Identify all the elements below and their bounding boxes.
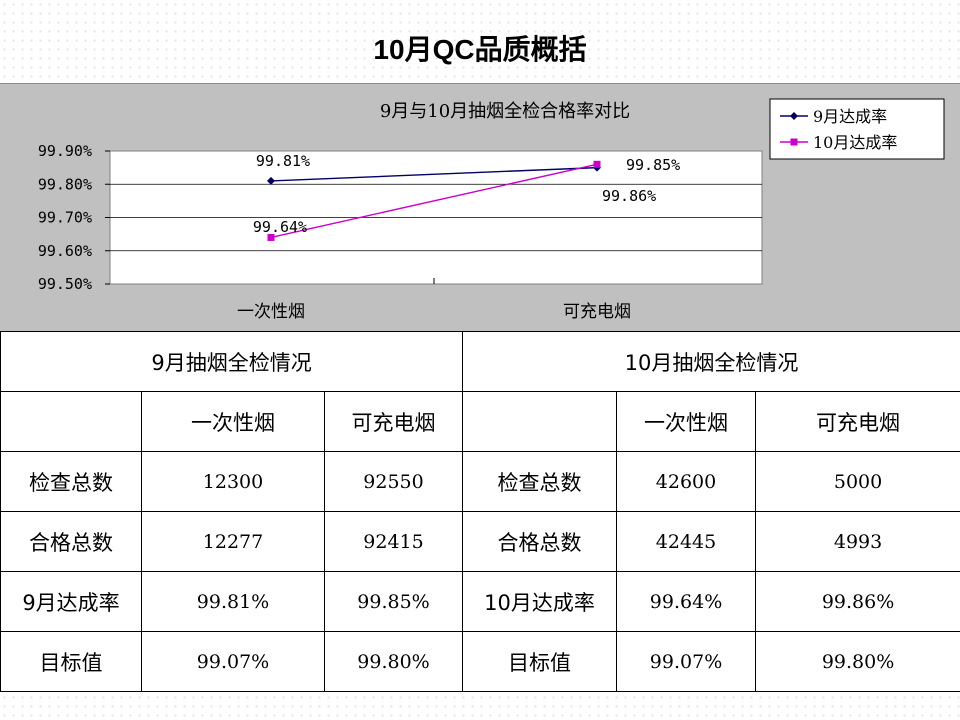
data-point bbox=[593, 160, 601, 168]
table-cell: 4993 bbox=[755, 511, 960, 572]
table-cell: 42600 bbox=[616, 451, 757, 512]
table-group-header-row: 9月抽烟全检情况 10月抽烟全检情况 bbox=[0, 331, 960, 392]
y-tick-label: 99.50% bbox=[38, 275, 92, 293]
table-cell: 12277 bbox=[141, 511, 325, 572]
qc-summary-table: 9月抽烟全检情况 10月抽烟全检情况 一次性烟 可充电烟 一次性烟 可充电烟 检… bbox=[0, 331, 960, 692]
row-label: 目标值 bbox=[462, 631, 618, 692]
y-axis-ticks: 99.90% 99.80% 99.70% 99.60% 99.50% bbox=[38, 142, 110, 293]
table-cell: 99.81% bbox=[141, 571, 325, 632]
legend-entry: 10月达成率 bbox=[813, 133, 897, 152]
y-tick-label: 99.70% bbox=[38, 209, 92, 227]
data-label: 99.64% bbox=[253, 218, 307, 236]
x-axis-categories: 一次性烟 可充电烟 bbox=[237, 278, 631, 322]
row-label: 检查总数 bbox=[462, 451, 618, 512]
y-tick-label: 99.80% bbox=[38, 175, 92, 193]
legend-marker bbox=[790, 112, 798, 120]
sep-section-header: 9月抽烟全检情况 bbox=[0, 331, 464, 392]
table-row: 合格总数 12277 92415 合格总数 42445 4993 bbox=[0, 511, 960, 572]
legend-marker bbox=[790, 138, 798, 146]
table-cell: 92550 bbox=[323, 451, 464, 512]
data-label: 99.85% bbox=[626, 156, 680, 174]
y-tick-label: 99.60% bbox=[38, 242, 92, 260]
table-cell: 42445 bbox=[616, 511, 757, 572]
gridlines bbox=[110, 183, 762, 252]
legend-entry: 9月达成率 bbox=[813, 107, 887, 126]
table-cell: 5000 bbox=[755, 451, 960, 512]
row-label: 9月达成率 bbox=[0, 571, 142, 632]
oct-col-rechargeable: 可充电烟 bbox=[755, 391, 960, 452]
table-column-header-row: 一次性烟 可充电烟 一次性烟 可充电烟 bbox=[0, 391, 960, 452]
legend-box bbox=[769, 98, 945, 160]
chart-title: 9月与10月抽烟全检合格率对比 bbox=[380, 101, 630, 122]
line-chart: 9月与10月抽烟全检合格率对比 99.90% 99.80% 99.70% 99.60%… bbox=[38, 98, 945, 322]
row-label: 检查总数 bbox=[0, 451, 142, 512]
table-cell: 99.80% bbox=[323, 631, 464, 692]
table-row: 9月达成率 99.81% 99.85% 10月达成率 99.64% 99.86% bbox=[0, 571, 960, 632]
series-line bbox=[270, 163, 598, 239]
oct-col-disposable: 一次性烟 bbox=[616, 391, 757, 452]
sep-col-rechargeable: 可充电烟 bbox=[323, 391, 464, 452]
row-label: 10月达成率 bbox=[462, 571, 618, 632]
table-row: 检查总数 12300 92550 检查总数 42600 5000 bbox=[0, 451, 960, 512]
data-point bbox=[267, 233, 275, 241]
table-cell: 99.86% bbox=[755, 571, 960, 632]
row-label: 合格总数 bbox=[462, 511, 618, 572]
series-line bbox=[270, 166, 598, 182]
table-row: 目标值 99.07% 99.80% 目标值 99.07% 99.80% bbox=[0, 631, 960, 692]
legend: 9月达成率 10月达成率 bbox=[769, 98, 945, 160]
empty-header-cell bbox=[462, 391, 618, 452]
data-label: 99.81% bbox=[256, 152, 310, 170]
table-cell: 92415 bbox=[323, 511, 464, 572]
page-title: 10月QC品质概括 bbox=[373, 34, 587, 65]
x-category-label: 可充电烟 bbox=[563, 302, 631, 322]
data-point bbox=[267, 176, 275, 185]
sep-col-disposable: 一次性烟 bbox=[141, 391, 325, 452]
series-group: 99.81% 99.85% 99.64% 99.86% bbox=[253, 152, 680, 241]
data-label: 99.86% bbox=[602, 187, 656, 205]
table-cell: 12300 bbox=[141, 451, 325, 512]
oct-section-header: 10月抽烟全检情况 bbox=[462, 331, 960, 392]
empty-header-cell bbox=[0, 391, 142, 452]
table-cell: 99.85% bbox=[323, 571, 464, 632]
row-label: 目标值 bbox=[0, 631, 142, 692]
chart-panel: 9月与10月抽烟全检合格率对比 99.90% 99.80% 99.70% 99.60%… bbox=[0, 83, 960, 332]
table-cell: 99.64% bbox=[616, 571, 757, 632]
table-cell: 99.07% bbox=[616, 631, 757, 692]
y-tick-label: 99.90% bbox=[38, 142, 92, 160]
x-category-label: 一次性烟 bbox=[237, 302, 305, 322]
table-cell: 99.80% bbox=[755, 631, 960, 692]
row-label: 合格总数 bbox=[0, 511, 142, 572]
table-cell: 99.07% bbox=[141, 631, 325, 692]
